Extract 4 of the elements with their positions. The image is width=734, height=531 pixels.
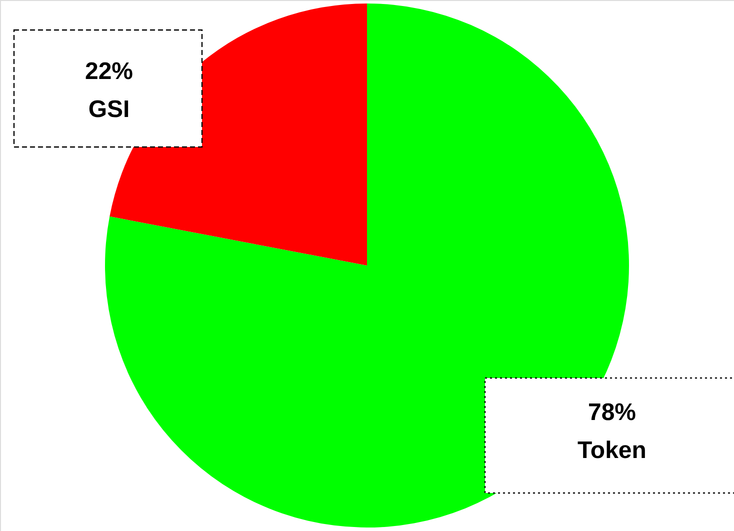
slice-label: GSI <box>88 96 130 123</box>
data-label: 22% <box>84 58 134 85</box>
data-label: 78% <box>588 399 636 426</box>
slice-label: Token <box>578 437 646 464</box>
